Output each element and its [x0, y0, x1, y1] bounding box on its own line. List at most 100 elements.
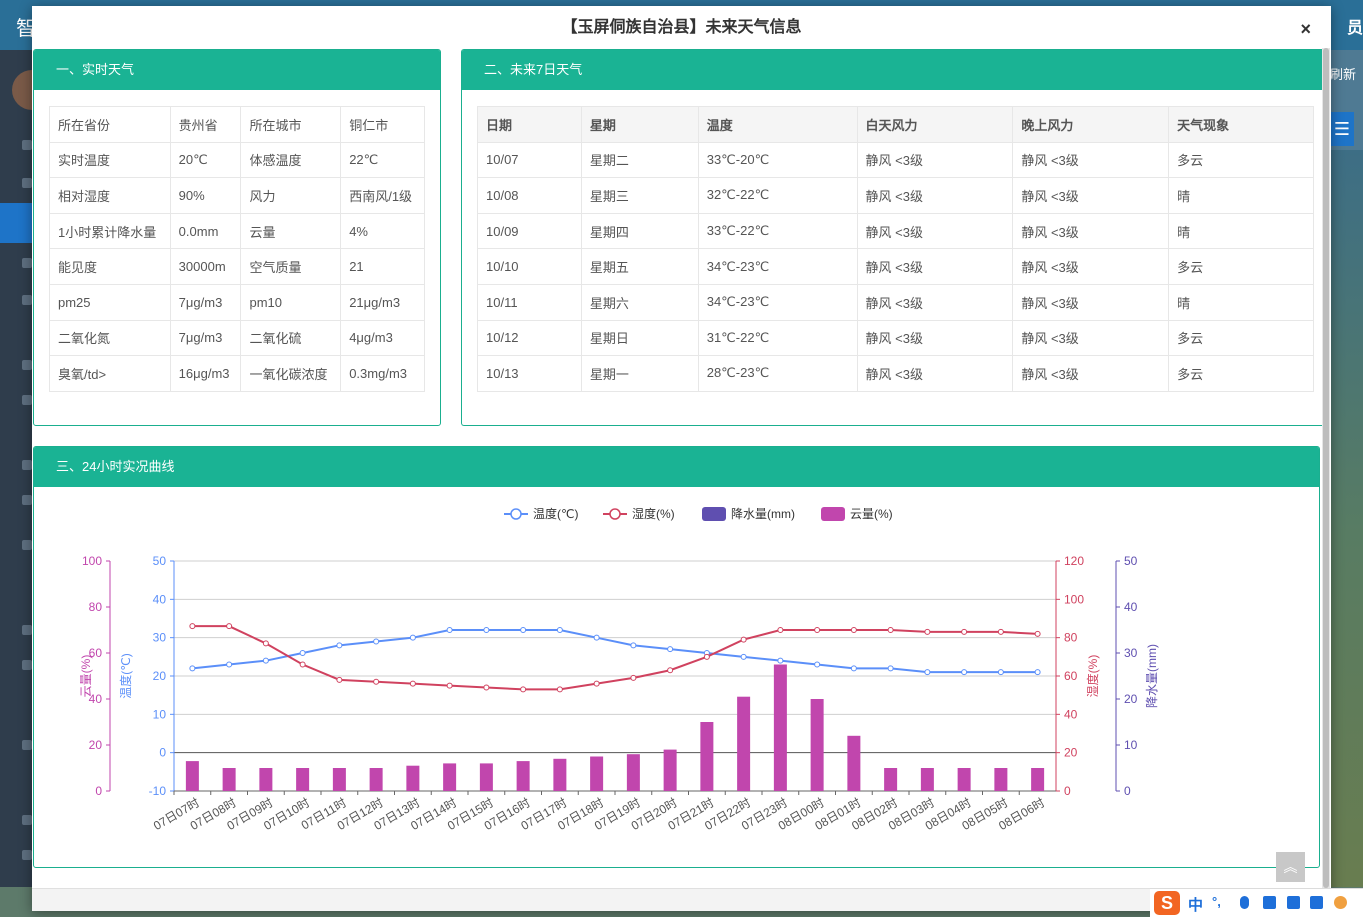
table-cell: 10/08	[477, 177, 582, 214]
humidity-point	[814, 627, 821, 633]
hamburger-icon[interactable]: ☰	[1330, 112, 1354, 146]
sidebar-icon[interactable]	[22, 460, 32, 470]
column-header: 天气现象	[1168, 106, 1314, 143]
ime-logo-icon[interactable]: S	[1154, 891, 1180, 915]
table-row: 10/13 星期一 28℃-23℃ 静风 <3级 静风 <3级 多云	[477, 355, 1314, 392]
column-header: 晚上风力	[1012, 106, 1170, 143]
field-value: 贵州省	[169, 106, 242, 143]
sidebar-active-item[interactable]	[0, 203, 32, 243]
table-cell: 10/11	[477, 283, 582, 321]
sidebar-icon[interactable]	[22, 258, 32, 268]
field-value: 22℃	[340, 141, 425, 179]
legend-marker	[510, 508, 522, 520]
ime-punct-toggle[interactable]: °,	[1212, 894, 1221, 909]
table-cell: 静风 <3级	[1012, 177, 1170, 214]
sidebar-icon[interactable]	[22, 178, 32, 188]
table-cell: 31℃-22℃	[697, 319, 858, 357]
sidebar-icon[interactable]	[22, 625, 32, 635]
sidebar-icon[interactable]	[22, 740, 32, 750]
sidebar-icon[interactable]	[22, 140, 32, 150]
curve-heading: 三、24小时实况曲线	[34, 447, 1319, 487]
table-cell: 星期一	[580, 355, 699, 392]
table-cell: 10/10	[477, 248, 582, 285]
modal-scrollbar[interactable]	[1322, 48, 1330, 888]
rain-axis-label: 降水量(mm)	[1145, 644, 1159, 708]
cloud-axis-label: 云量(%)	[79, 655, 93, 698]
sidebar-icon[interactable]	[22, 295, 32, 305]
app-sidebar	[0, 50, 52, 917]
temp-point	[189, 665, 196, 672]
temp-point	[1034, 669, 1041, 676]
cloud-tick-label: 80	[89, 600, 103, 614]
sidebar-icon[interactable]	[22, 360, 32, 370]
temp-point	[373, 638, 380, 645]
table-row: 所在省份 贵州省 所在城市 铜仁市	[49, 106, 425, 143]
table-row: 臭氧/td> 16μg/m3 一氧化碳浓度 0.3mg/m3	[49, 355, 425, 392]
sidebar-icon[interactable]	[22, 660, 32, 670]
field-label: 所在省份	[49, 106, 171, 143]
field-value: 90%	[169, 177, 242, 214]
humidity-point	[593, 680, 600, 687]
close-button[interactable]: ×	[1300, 19, 1311, 39]
table-cell: 34℃-23℃	[697, 248, 858, 285]
field-value: 16μg/m3	[169, 355, 242, 392]
temp-point	[777, 657, 784, 664]
table-row: 10/08 星期三 32℃-22℃ 静风 <3级 静风 <3级晴	[477, 177, 1314, 214]
table-cell: 10/09	[477, 212, 582, 250]
field-label: 云量	[240, 212, 342, 250]
table-cell: 静风 <3级	[856, 283, 1014, 321]
sidebar-icon[interactable]	[22, 815, 32, 825]
field-value: 4μg/m3	[340, 319, 425, 357]
cloud-bar	[553, 758, 567, 791]
rain-tick-label: 0	[1124, 784, 1131, 798]
sidebar-icon[interactable]	[22, 540, 32, 550]
scrollbar-thumb[interactable]	[1323, 48, 1329, 888]
table-cell: 星期六	[580, 283, 699, 321]
legend-marker	[609, 508, 621, 520]
table-row: 10/12 星期日 31℃-22℃ 静风 <3级 静风 <3级 多云	[477, 319, 1314, 357]
temp-tick-label: -10	[149, 784, 167, 798]
humidity-axis-label: 湿度(%)	[1085, 655, 1100, 698]
rain-tick-label: 50	[1124, 554, 1138, 568]
temp-series-line	[192, 629, 1038, 674]
humidity-point	[299, 661, 306, 668]
temp-point	[961, 669, 968, 676]
microphone-icon[interactable]	[1240, 896, 1249, 909]
field-label: 实时温度	[49, 141, 171, 179]
temp-point	[299, 650, 306, 656]
skin-icon[interactable]	[1287, 896, 1300, 909]
toolbox-icon[interactable]	[1310, 896, 1323, 909]
humidity-point	[961, 628, 968, 635]
cloud-bar	[957, 768, 971, 791]
topbar-user-text[interactable]: 员	[1346, 20, 1363, 37]
cloud-tick-label: 100	[82, 554, 102, 568]
table-cell: 10/13	[477, 355, 582, 392]
table-header-row: 日期 星期 温度 白天风力 晚上风力 天气现象	[477, 106, 1314, 143]
field-label: 二氧化氮	[49, 319, 171, 357]
legend-label: 温度(℃)	[533, 506, 578, 521]
table-cell: 静风 <3级	[856, 248, 1014, 285]
table-cell: 多云	[1168, 355, 1314, 392]
humidity-tick-label: 0	[1064, 784, 1071, 798]
cloud-bar	[516, 761, 530, 791]
sidebar-icon[interactable]	[22, 495, 32, 505]
temp-point	[226, 661, 233, 668]
sidebar-icon[interactable]	[22, 395, 32, 405]
cloud-bar	[847, 735, 861, 791]
temp-point	[997, 669, 1004, 676]
refresh-link[interactable]: 刷新	[1330, 67, 1357, 82]
ime-language-toggle[interactable]: 中	[1188, 897, 1204, 914]
realtime-heading: 一、实时天气	[34, 50, 440, 90]
humidity-point	[520, 686, 527, 693]
temp-tick-label: 30	[153, 631, 167, 645]
legend-label: 云量(%)	[850, 507, 893, 521]
sidebar-icon[interactable]	[22, 850, 32, 860]
column-header: 星期	[580, 106, 699, 143]
table-cell: 静风 <3级	[856, 319, 1014, 357]
keyboard-icon[interactable]	[1263, 896, 1276, 909]
table-cell: 34℃-23℃	[697, 283, 858, 321]
mascot-icon[interactable]	[1334, 896, 1347, 909]
temp-tick-label: 10	[153, 707, 167, 721]
back-to-top-button[interactable]: ︽	[1276, 852, 1305, 882]
field-label: 一氧化碳浓度	[240, 355, 342, 392]
